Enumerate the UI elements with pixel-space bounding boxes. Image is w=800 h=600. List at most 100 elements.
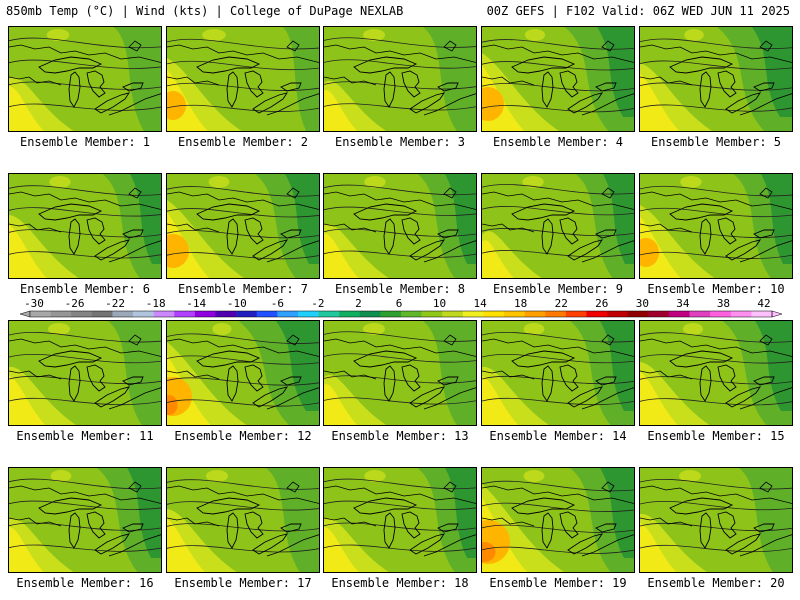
temperature-map	[9, 174, 161, 278]
colorbar-swatch	[421, 311, 443, 317]
temperature-map	[167, 468, 319, 572]
ensemble-member-label: Ensemble Member: 7	[177, 282, 309, 296]
colorbar-swatch	[133, 311, 154, 317]
colorbar-swatch	[50, 311, 72, 317]
colorbar-tick-label: 34	[676, 297, 690, 310]
colorbar-swatch	[668, 311, 690, 317]
temperature-map	[640, 27, 792, 131]
colorbar-tick-label: 22	[554, 297, 568, 310]
colorbar-swatch	[401, 311, 422, 317]
temperature-map	[9, 27, 161, 131]
colorbar-tick-label: 38	[716, 297, 731, 310]
colorbar-swatch	[462, 311, 484, 317]
colorbar-tick-label: -30	[24, 297, 44, 310]
ensemble-map-panel	[166, 467, 320, 573]
ensemble-map-panel	[166, 173, 320, 279]
colorbar-swatch	[174, 311, 196, 317]
ensemble-member-label: Ensemble Member: 12	[174, 429, 312, 443]
temperature-map	[482, 27, 634, 131]
colorbar-tick-label: -10	[226, 297, 247, 310]
ensemble-member-label: Ensemble Member: 1	[19, 135, 151, 149]
ensemble-member-label: Ensemble Member: 16	[16, 576, 154, 590]
ensemble-member-label: Ensemble Member: 11	[16, 429, 154, 443]
ensemble-map-panel	[166, 26, 320, 132]
ensemble-map-panel	[481, 320, 635, 426]
colorbar-tick-label: -18	[145, 297, 166, 310]
map-title: 850mb Temp (°C) | Wind (kts) | College o…	[6, 4, 404, 18]
temperature-map	[324, 321, 476, 425]
colorbar-swatch	[215, 311, 237, 317]
colorbar-tick-label: 2	[355, 297, 362, 310]
colorbar-swatch	[607, 311, 629, 317]
colorbar-tick-label: 26	[595, 297, 609, 310]
ensemble-map-panel	[8, 467, 162, 573]
ensemble-map-panel	[323, 467, 477, 573]
temperature-map	[9, 468, 161, 572]
temperature-map	[324, 174, 476, 278]
colorbar-swatch	[586, 311, 608, 317]
colorbar-swatch	[359, 311, 381, 317]
colorbar-swatch	[277, 311, 299, 317]
ensemble-member-label: Ensemble Member: 10	[647, 282, 785, 296]
ensemble-member-label: Ensemble Member: 13	[331, 429, 469, 443]
ensemble-member-label: Ensemble Member: 4	[492, 135, 624, 149]
colorbar-tick-label: 30	[635, 297, 649, 310]
ensemble-map-panel	[639, 173, 793, 279]
colorbar-tick-label: 6	[395, 297, 403, 310]
colorbar-swatch	[565, 311, 587, 317]
ensemble-map-panel	[8, 173, 162, 279]
colorbar-swatch	[256, 311, 278, 317]
ensemble-member-label: Ensemble Member: 6	[19, 282, 151, 296]
colorbar-swatch	[339, 311, 361, 317]
colorbar-swatch	[648, 311, 670, 317]
temperature-map	[640, 468, 792, 572]
ensemble-member-label: Ensemble Member: 9	[492, 282, 624, 296]
ensemble-map-panel	[481, 173, 635, 279]
ensemble-member-label: Ensemble Member: 2	[177, 135, 309, 149]
temperature-map	[482, 321, 634, 425]
colorbar-tick-label: -14	[186, 297, 207, 310]
ensemble-map-panel	[639, 320, 793, 426]
ensemble-map-panel	[481, 26, 635, 132]
colorbar-swatch	[483, 311, 505, 317]
ensemble-member-label: Ensemble Member: 19	[489, 576, 627, 590]
ensemble-member-label: Ensemble Member: 18	[331, 576, 469, 590]
colorbar-swatch	[751, 311, 773, 317]
ensemble-member-label: Ensemble Member: 5	[650, 135, 782, 149]
ensemble-map-panel	[323, 173, 477, 279]
colorbar-swatch	[689, 311, 711, 317]
temperature-map	[324, 27, 476, 131]
ensemble-map-panel	[639, 26, 793, 132]
ensemble-member-label: Ensemble Member: 20	[647, 576, 785, 590]
colorbar-swatch	[318, 311, 340, 317]
colorbar-swatch	[627, 311, 649, 317]
colorbar-swatch	[730, 311, 752, 317]
temperature-map	[640, 321, 792, 425]
temperature-map	[167, 321, 319, 425]
colorbar-tick-label: -22	[105, 297, 126, 310]
temperature-map	[167, 27, 319, 131]
ensemble-member-label: Ensemble Member: 17	[174, 576, 312, 590]
colorbar-swatch	[91, 311, 113, 317]
colorbar-swatch	[194, 311, 216, 317]
ensemble-member-label: Ensemble Member: 15	[647, 429, 785, 443]
ensemble-member-label: Ensemble Member: 8	[334, 282, 466, 296]
colorbar-swatch	[153, 311, 175, 317]
colorbar-swatch	[524, 311, 546, 317]
temperature-colorbar	[19, 310, 783, 318]
colorbar-tick-label: 42	[757, 297, 771, 310]
colorbar-swatch	[710, 311, 732, 317]
colorbar-swatch	[71, 311, 93, 317]
colorbar-tick-label: 10	[432, 297, 447, 310]
ensemble-map-panel	[323, 26, 477, 132]
ensemble-member-label: Ensemble Member: 3	[334, 135, 466, 149]
temperature-map	[324, 468, 476, 572]
ensemble-map-panel	[323, 320, 477, 426]
temperature-map	[482, 174, 634, 278]
valid-time: 00Z GEFS | F102 Valid: 06Z WED JUN 11 20…	[486, 4, 790, 18]
ensemble-map-panel	[8, 26, 162, 132]
temperature-map	[167, 174, 319, 278]
temperature-map	[640, 174, 792, 278]
ensemble-map-panel	[639, 467, 793, 573]
